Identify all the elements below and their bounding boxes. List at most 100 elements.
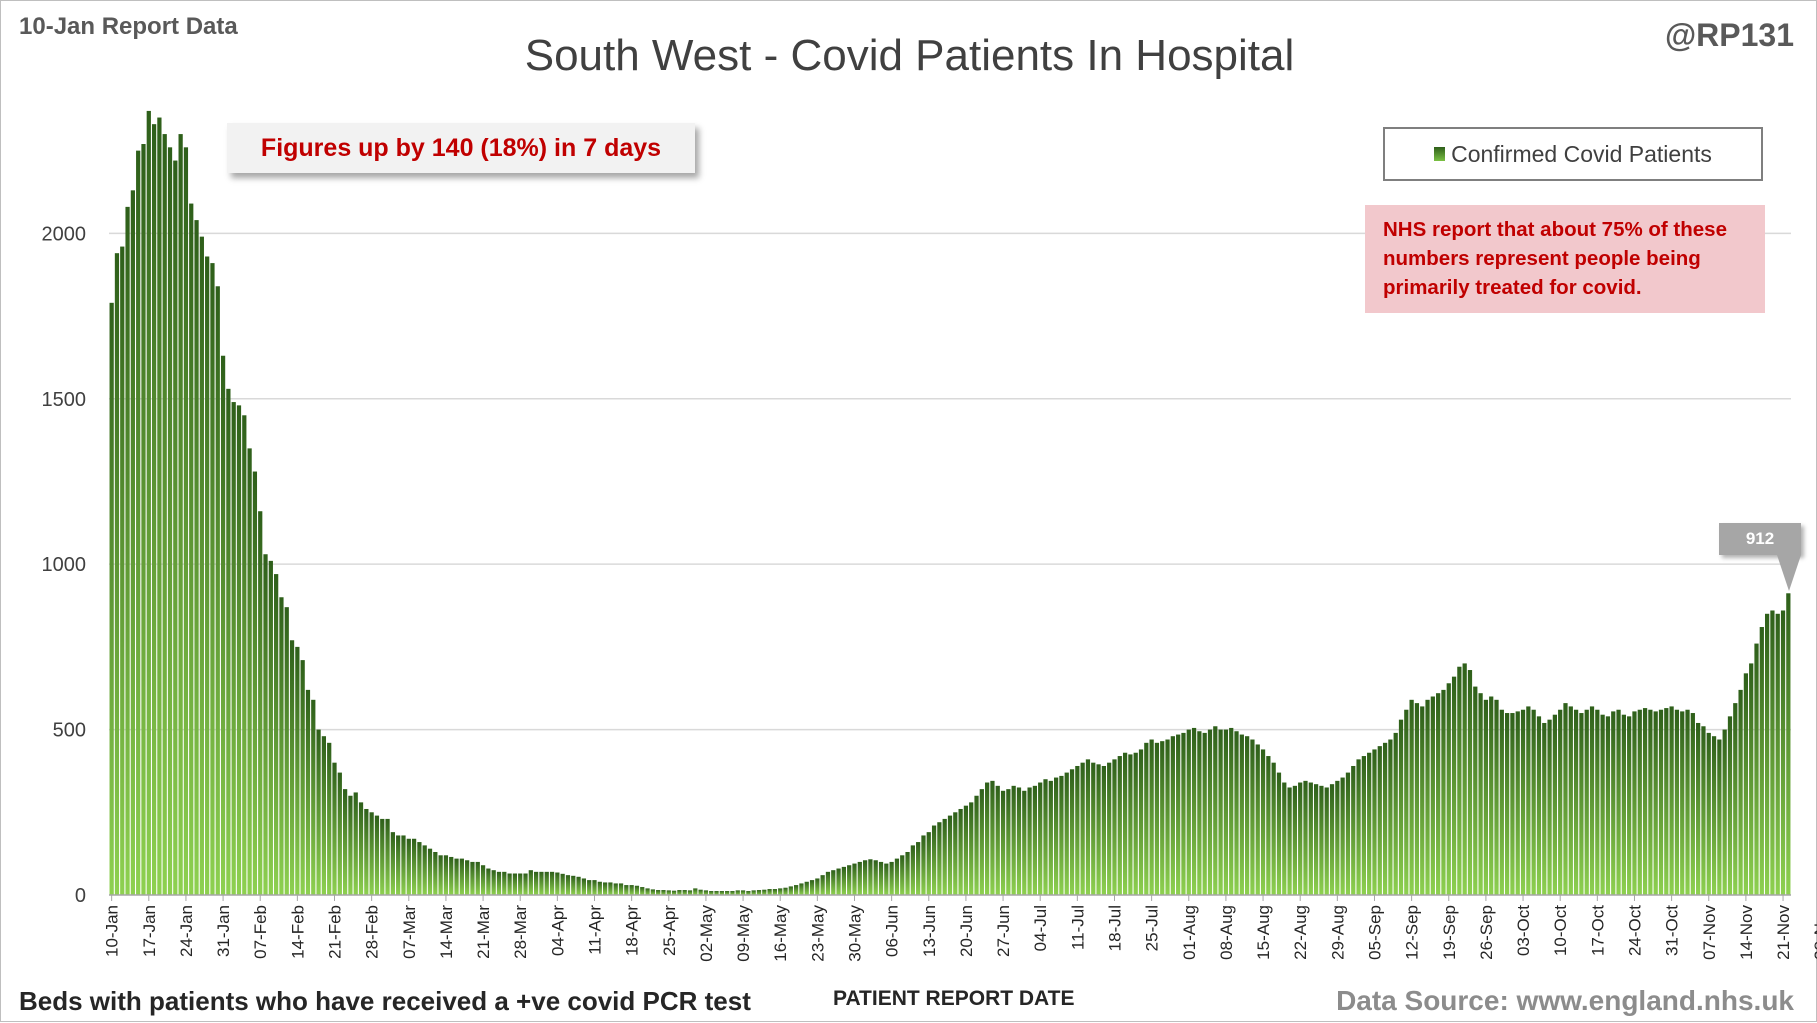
x-tick-label: 23-May	[808, 905, 827, 962]
bar	[1473, 687, 1477, 895]
bar	[927, 832, 931, 895]
bar	[1261, 749, 1265, 895]
bar	[1287, 787, 1291, 895]
bar	[173, 161, 177, 895]
x-tick-label: 04-Jul	[1031, 905, 1050, 951]
bar	[974, 796, 978, 895]
bar	[1786, 593, 1790, 895]
x-tick-label: 08-Aug	[1217, 905, 1236, 960]
x-tick-label: 02-May	[697, 905, 716, 962]
x-tick-label: 28-Nov	[1811, 905, 1817, 960]
bar	[576, 877, 580, 895]
bar	[1027, 787, 1031, 895]
x-tick-label: 14-Feb	[288, 905, 307, 959]
bar	[1383, 743, 1387, 895]
bar	[1733, 703, 1737, 895]
bar	[1139, 749, 1143, 895]
x-tick-label: 10-Jan	[103, 905, 122, 957]
bar	[1431, 697, 1435, 896]
bar	[635, 886, 639, 895]
bar	[773, 889, 777, 895]
bar	[555, 873, 559, 896]
bar	[1489, 697, 1493, 896]
bar	[1197, 731, 1201, 895]
bar	[874, 860, 878, 895]
bar	[561, 874, 565, 895]
bar	[301, 660, 305, 895]
bar	[943, 819, 947, 895]
bar	[184, 147, 188, 895]
y-tick-label: 0	[75, 885, 86, 907]
bar	[1415, 703, 1419, 895]
bar	[969, 802, 973, 895]
bar	[603, 882, 607, 895]
bar	[1468, 670, 1472, 895]
bar	[1585, 710, 1589, 895]
bar	[263, 554, 267, 895]
bar	[1091, 763, 1095, 895]
bar	[327, 743, 331, 895]
chart-title: South West - Covid Patients In Hospital	[1, 31, 1817, 81]
bar	[1675, 710, 1679, 895]
bar	[921, 835, 925, 895]
bar	[1404, 710, 1408, 895]
x-tick-label: 26-Sep	[1477, 905, 1496, 960]
bar	[614, 883, 618, 895]
x-tick-label: 03-Oct	[1514, 905, 1533, 956]
bar	[1293, 786, 1297, 895]
bar	[1542, 723, 1546, 895]
bar	[433, 852, 437, 895]
bar	[640, 887, 644, 895]
x-tick-label: 04-Apr	[548, 905, 567, 956]
bar	[502, 872, 506, 895]
bar	[868, 859, 872, 895]
bar	[200, 237, 204, 895]
bar	[1537, 716, 1541, 895]
bar	[1659, 710, 1663, 895]
x-tick-label: 17-Jan	[140, 905, 159, 957]
bar	[1256, 744, 1260, 895]
bar	[1160, 741, 1164, 895]
bar	[1601, 715, 1605, 895]
bar	[1107, 763, 1111, 895]
bar	[216, 286, 220, 895]
bar	[226, 389, 230, 895]
bar	[359, 802, 363, 895]
bar	[1723, 730, 1727, 895]
bar	[1123, 753, 1127, 895]
bar	[996, 786, 1000, 895]
bar	[444, 855, 448, 895]
bar	[1144, 743, 1148, 895]
bar	[285, 607, 289, 895]
author-handle: @RP131	[1665, 17, 1794, 54]
weekly-change-callout: Figures up by 140 (18%) in 7 days	[227, 123, 695, 173]
bar	[1065, 773, 1069, 895]
bar	[168, 147, 172, 895]
bar	[1611, 711, 1615, 895]
bar	[1277, 773, 1281, 895]
bar	[1526, 706, 1530, 895]
bar	[1436, 693, 1440, 895]
x-axis-title: PATIENT REPORT DATE	[833, 987, 1075, 1011]
bar	[417, 842, 421, 895]
bar	[1563, 703, 1567, 895]
bar	[210, 263, 214, 895]
bar	[1494, 700, 1498, 895]
bar	[1128, 754, 1132, 895]
bar	[507, 874, 511, 896]
bar	[1070, 769, 1074, 895]
bar	[1553, 715, 1557, 895]
bar	[1012, 786, 1016, 895]
bar	[836, 869, 840, 895]
bar	[953, 812, 957, 895]
bar	[343, 789, 347, 895]
bar	[221, 356, 225, 895]
x-tick-label: 20-Jun	[957, 905, 976, 957]
bar	[1707, 733, 1711, 895]
bar	[1372, 749, 1376, 895]
bar	[131, 190, 135, 895]
bar	[1203, 733, 1207, 895]
x-tick-label: 30-May	[845, 905, 864, 962]
bar	[1500, 710, 1504, 895]
